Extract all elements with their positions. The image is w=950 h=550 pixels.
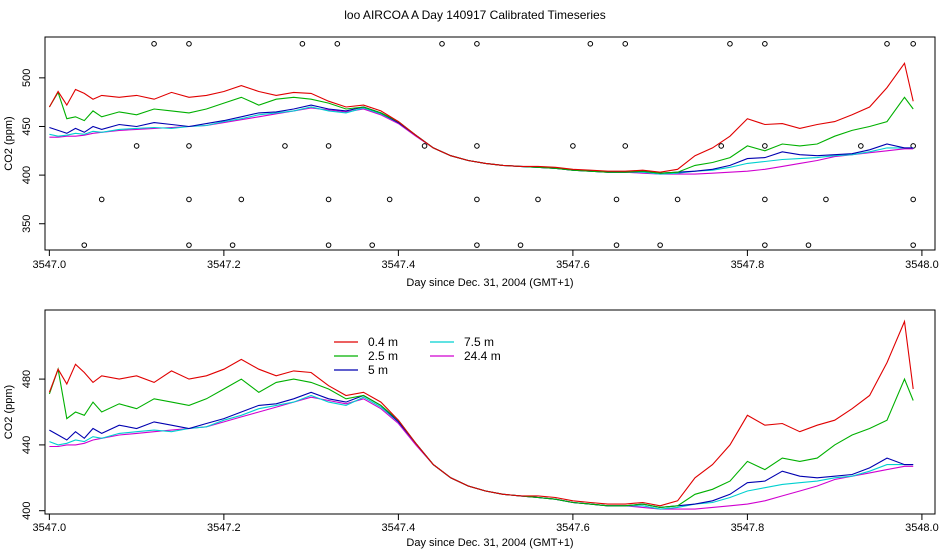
- legend-label: 7.5 m: [464, 335, 494, 349]
- data-marker: [151, 41, 157, 47]
- data-marker: [229, 242, 236, 248]
- data-marker: [186, 41, 192, 47]
- data-marker: [299, 41, 306, 47]
- data-marker: [282, 143, 288, 149]
- legend-label: 5 m: [368, 363, 388, 377]
- chart-title: loo AIRCOA A Day 140917 Calibrated Times…: [344, 8, 605, 22]
- data-marker: [762, 41, 768, 47]
- data-marker: [674, 196, 681, 203]
- x-tick-label: 3547.8: [731, 259, 765, 271]
- x-axis-label: Day since Dec. 31, 2004 (GMT+1): [406, 277, 573, 289]
- panel-bottom: 3547.0 3547.2 3547.4 3547.6 3547.8 3548.0 400 4…: [3, 309, 939, 549]
- data-marker: [334, 41, 341, 47]
- data-marker: [325, 143, 332, 149]
- data-marker: [474, 196, 480, 203]
- series-line-24-4-m: [49, 396, 914, 510]
- data-marker: [186, 196, 192, 203]
- data-marker: [474, 41, 480, 47]
- data-marker: [613, 196, 620, 203]
- data-marker: [910, 242, 916, 248]
- y-tick-label: 450: [21, 117, 33, 135]
- data-marker: [910, 41, 916, 47]
- data-marker: [517, 242, 524, 248]
- series-line-7-5-m: [49, 106, 914, 175]
- plot-frame: [44, 36, 936, 251]
- y-axis-label: CO2 (ppm): [3, 116, 15, 170]
- data-marker: [884, 41, 890, 47]
- data-marker: [186, 242, 192, 248]
- data-marker: [439, 41, 445, 47]
- x-tick-label: 3547.2: [207, 522, 241, 534]
- data-marker: [727, 41, 733, 47]
- data-marker: [622, 143, 629, 149]
- y-tick-label: 400: [21, 166, 33, 184]
- panel-top: 3547.0 3547.2 3547.4 3547.6 3547.8 3548.0 350 4…: [3, 36, 939, 289]
- data-marker: [762, 143, 768, 149]
- y-axis-label: CO2 (ppm): [3, 385, 15, 439]
- data-marker: [325, 196, 332, 203]
- data-marker: [421, 143, 428, 149]
- x-tick-label: 3547.4: [382, 259, 416, 271]
- x-axis-label: Day since Dec. 31, 2004 (GMT+1): [406, 537, 573, 549]
- x-tick-label: 3548.0: [905, 522, 939, 534]
- data-marker: [657, 242, 663, 248]
- y-tick-label: 440: [21, 436, 33, 454]
- y-tick-label: 350: [21, 215, 33, 233]
- series-line-2-5-m: [48, 91, 914, 174]
- series-line-2-5-m: [48, 367, 914, 508]
- data-marker: [369, 242, 376, 248]
- x-tick-label: 3547.6: [556, 522, 590, 534]
- x-tick-label: 3547.0: [33, 522, 67, 534]
- data-marker: [238, 196, 245, 203]
- data-marker: [98, 196, 105, 203]
- y-tick-label: 500: [21, 69, 33, 87]
- x-tick-label: 3548.0: [905, 259, 939, 271]
- data-marker: [186, 143, 192, 149]
- data-marker: [570, 143, 576, 149]
- data-marker: [805, 242, 812, 248]
- data-marker: [535, 196, 541, 203]
- data-marker: [474, 143, 480, 149]
- series-line-0-4-m: [48, 319, 914, 507]
- x-tick-label: 3547.0: [33, 259, 67, 271]
- data-marker: [622, 41, 629, 47]
- x-tick-label: 3547.2: [207, 259, 241, 271]
- data-marker: [133, 143, 140, 149]
- y-tick-label: 480: [21, 370, 33, 388]
- data-marker: [325, 242, 332, 248]
- data-marker: [762, 196, 768, 203]
- data-marker: [858, 143, 864, 149]
- legend-label: 2.5 m: [368, 349, 398, 363]
- series-line-0-4-m: [48, 61, 914, 173]
- data-marker: [910, 196, 916, 203]
- legend-label: 0.4 m: [368, 335, 398, 349]
- series-line-24-4-m: [49, 107, 914, 175]
- data-marker: [718, 143, 725, 149]
- x-tick-label: 3547.4: [382, 522, 416, 534]
- data-marker: [386, 196, 393, 203]
- series-line-7-5-m: [49, 394, 914, 510]
- y-tick-label: 400: [21, 502, 33, 520]
- data-marker: [823, 196, 829, 203]
- data-marker: [587, 41, 594, 47]
- x-tick-label: 3547.6: [556, 259, 590, 271]
- plot-frame: [44, 309, 936, 515]
- data-marker: [81, 242, 88, 248]
- data-marker: [613, 242, 620, 248]
- x-tick-label: 3547.8: [731, 522, 765, 534]
- data-marker: [474, 242, 480, 248]
- data-marker: [762, 242, 768, 248]
- legend-label: 24.4 m: [464, 349, 501, 363]
